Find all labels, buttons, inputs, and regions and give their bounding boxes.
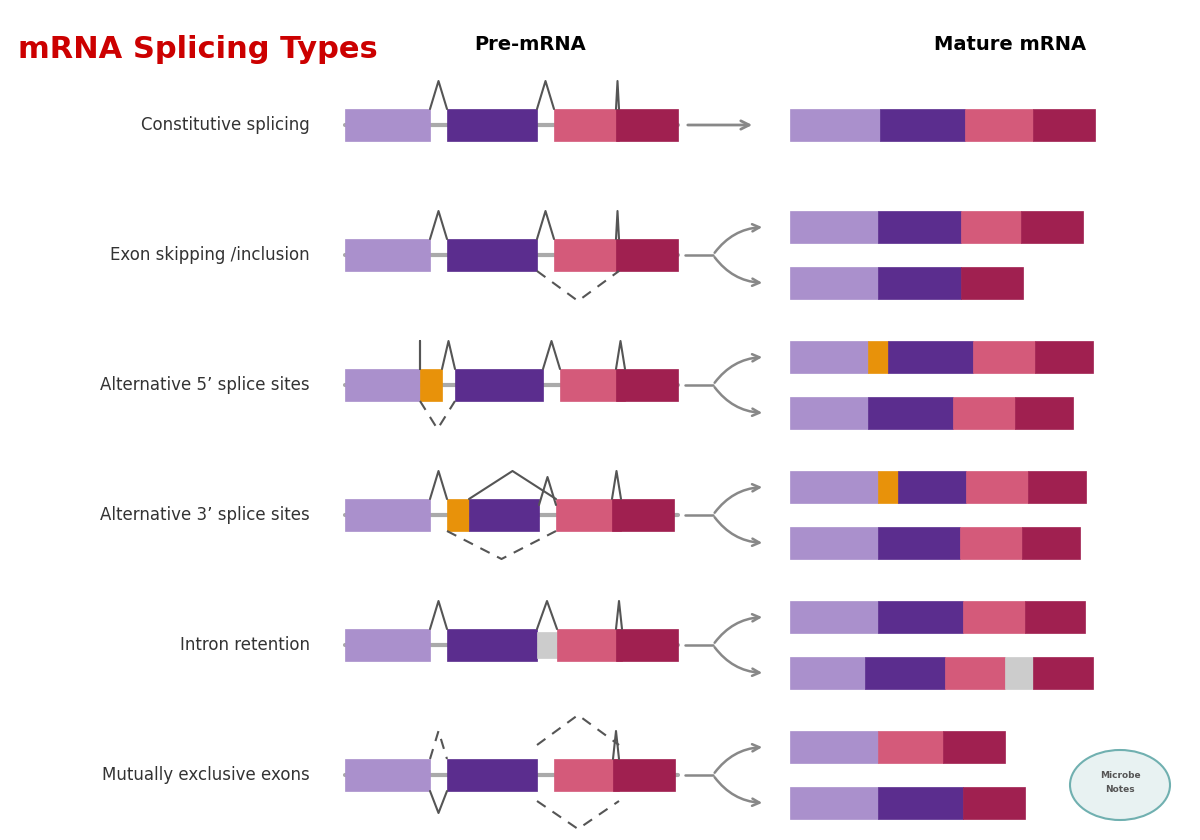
FancyBboxPatch shape <box>961 267 1022 299</box>
FancyBboxPatch shape <box>878 527 960 559</box>
FancyBboxPatch shape <box>790 527 878 559</box>
FancyBboxPatch shape <box>1033 657 1093 689</box>
FancyBboxPatch shape <box>1025 601 1085 633</box>
FancyBboxPatch shape <box>878 211 961 243</box>
FancyBboxPatch shape <box>878 471 898 503</box>
FancyBboxPatch shape <box>346 759 430 791</box>
FancyBboxPatch shape <box>898 471 966 503</box>
Text: Constitutive splicing: Constitutive splicing <box>142 116 310 134</box>
FancyBboxPatch shape <box>964 601 1025 633</box>
FancyBboxPatch shape <box>964 787 1025 819</box>
FancyBboxPatch shape <box>346 629 430 661</box>
FancyBboxPatch shape <box>1022 527 1080 559</box>
FancyBboxPatch shape <box>790 109 880 141</box>
FancyBboxPatch shape <box>790 601 878 633</box>
FancyBboxPatch shape <box>1033 109 1096 141</box>
FancyBboxPatch shape <box>790 211 878 243</box>
FancyBboxPatch shape <box>880 109 965 141</box>
FancyBboxPatch shape <box>868 341 888 373</box>
FancyBboxPatch shape <box>446 239 538 271</box>
Text: Pre-mRNA: Pre-mRNA <box>474 35 586 54</box>
FancyBboxPatch shape <box>1006 657 1033 689</box>
FancyBboxPatch shape <box>1021 211 1084 243</box>
FancyBboxPatch shape <box>1028 471 1086 503</box>
FancyBboxPatch shape <box>554 759 619 791</box>
FancyBboxPatch shape <box>1015 397 1073 429</box>
FancyBboxPatch shape <box>878 787 964 819</box>
Text: Microbe: Microbe <box>1099 770 1140 780</box>
FancyBboxPatch shape <box>943 731 1006 763</box>
FancyBboxPatch shape <box>556 499 622 531</box>
FancyBboxPatch shape <box>346 499 430 531</box>
FancyBboxPatch shape <box>790 341 868 373</box>
FancyBboxPatch shape <box>790 471 878 503</box>
FancyBboxPatch shape <box>966 471 1028 503</box>
FancyBboxPatch shape <box>616 239 678 271</box>
FancyBboxPatch shape <box>1034 341 1093 373</box>
FancyBboxPatch shape <box>554 239 619 271</box>
FancyBboxPatch shape <box>613 759 674 791</box>
FancyBboxPatch shape <box>616 369 678 401</box>
FancyBboxPatch shape <box>973 341 1034 373</box>
FancyBboxPatch shape <box>346 239 430 271</box>
FancyBboxPatch shape <box>878 601 964 633</box>
Text: Intron retention: Intron retention <box>180 636 310 654</box>
FancyBboxPatch shape <box>790 787 878 819</box>
FancyBboxPatch shape <box>557 629 622 661</box>
FancyBboxPatch shape <box>560 369 625 401</box>
FancyBboxPatch shape <box>953 397 1015 429</box>
FancyBboxPatch shape <box>612 499 674 531</box>
FancyBboxPatch shape <box>469 499 539 531</box>
FancyBboxPatch shape <box>946 657 1006 689</box>
FancyBboxPatch shape <box>616 109 678 141</box>
FancyBboxPatch shape <box>346 369 420 401</box>
FancyBboxPatch shape <box>455 369 542 401</box>
FancyBboxPatch shape <box>865 657 946 689</box>
FancyBboxPatch shape <box>446 759 538 791</box>
FancyBboxPatch shape <box>446 629 538 661</box>
FancyBboxPatch shape <box>790 267 878 299</box>
FancyBboxPatch shape <box>446 109 538 141</box>
FancyBboxPatch shape <box>790 731 878 763</box>
FancyBboxPatch shape <box>878 731 943 763</box>
FancyBboxPatch shape <box>446 499 469 531</box>
Text: Exon skipping /inclusion: Exon skipping /inclusion <box>110 246 310 264</box>
FancyBboxPatch shape <box>538 633 557 658</box>
FancyBboxPatch shape <box>888 341 973 373</box>
Text: Alternative 5’ splice sites: Alternative 5’ splice sites <box>101 376 310 394</box>
FancyBboxPatch shape <box>346 109 430 141</box>
Text: mRNA Splicing Types: mRNA Splicing Types <box>18 35 378 64</box>
Text: Mature mRNA: Mature mRNA <box>934 35 1086 54</box>
Ellipse shape <box>1070 750 1170 820</box>
FancyBboxPatch shape <box>420 369 442 401</box>
FancyBboxPatch shape <box>960 527 1022 559</box>
FancyBboxPatch shape <box>878 267 961 299</box>
FancyBboxPatch shape <box>790 397 868 429</box>
Text: Mutually exclusive exons: Mutually exclusive exons <box>102 766 310 784</box>
FancyBboxPatch shape <box>616 629 678 661</box>
FancyBboxPatch shape <box>965 109 1033 141</box>
Text: Alternative 3’ splice sites: Alternative 3’ splice sites <box>101 506 310 524</box>
FancyBboxPatch shape <box>554 109 619 141</box>
FancyBboxPatch shape <box>961 211 1021 243</box>
FancyBboxPatch shape <box>868 397 953 429</box>
FancyBboxPatch shape <box>790 657 865 689</box>
Text: Notes: Notes <box>1105 785 1135 795</box>
